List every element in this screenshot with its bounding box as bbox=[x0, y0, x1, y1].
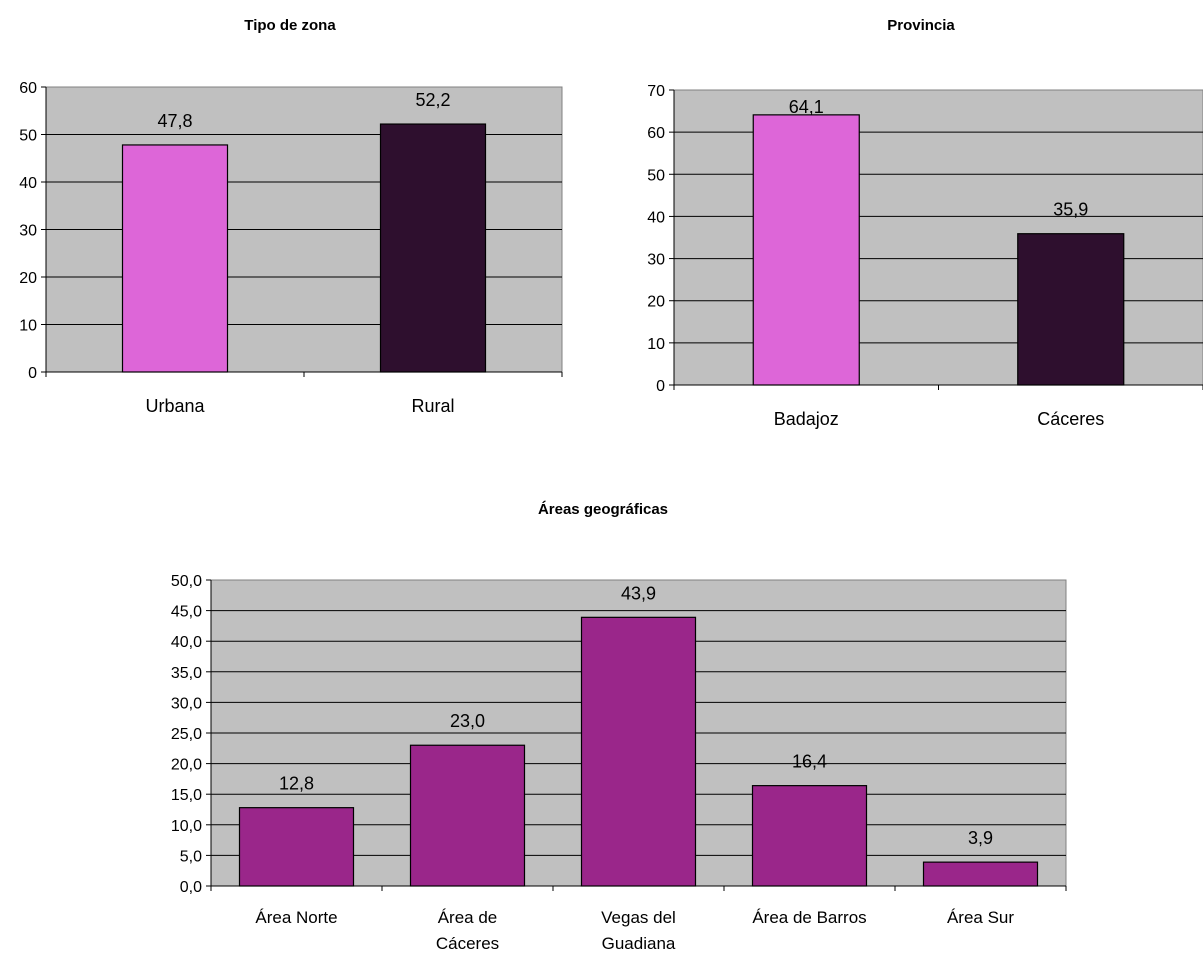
y-tick-label: 40 bbox=[19, 175, 37, 192]
data-label: 16,4 bbox=[792, 752, 827, 772]
data-label: 35,9 bbox=[1053, 200, 1088, 220]
x-category-label: Rural bbox=[411, 396, 454, 416]
y-tick-label: 60 bbox=[19, 80, 37, 97]
x-category-label: Área de Cáceres bbox=[436, 908, 499, 953]
chart-provincia: Provincia 0 10 20 30 40 50 60 70 64,1 Badajoz 35,9 C… bbox=[647, 17, 1203, 429]
data-label: 23,0 bbox=[450, 711, 485, 731]
chart-title: Provincia bbox=[887, 17, 955, 34]
y-tick-label: 70 bbox=[647, 83, 665, 100]
bar bbox=[238, 807, 355, 887]
y-tick-label: 0,0 bbox=[180, 879, 202, 896]
y-tick-label: 20 bbox=[19, 270, 37, 287]
y-tick-label: 50,0 bbox=[171, 573, 202, 590]
y-tick-label: 40 bbox=[647, 209, 665, 226]
x-category-label: Cáceres bbox=[1037, 409, 1104, 429]
y-tick-label: 25,0 bbox=[171, 726, 202, 743]
bar bbox=[751, 785, 868, 887]
bar bbox=[379, 123, 487, 373]
y-tick-label: 50 bbox=[19, 128, 37, 145]
y-tick-label: 20,0 bbox=[171, 757, 202, 774]
y-tick-label: 60 bbox=[647, 125, 665, 142]
chart-areas: Áreas geográficas 0,0 5,0 10,0 15,0 20,0 25,0 3… bbox=[171, 501, 1067, 953]
x-category-label: Área Norte bbox=[255, 908, 337, 927]
y-tick-label: 0 bbox=[28, 365, 37, 382]
bar bbox=[922, 861, 1039, 887]
data-label: 47,8 bbox=[157, 111, 192, 131]
y-tick-label: 30,0 bbox=[171, 695, 202, 712]
x-category-label: Área Sur bbox=[947, 908, 1014, 927]
y-tick-label: 15,0 bbox=[171, 787, 202, 804]
x-category-label: Vegas del Guadiana bbox=[601, 908, 676, 953]
bar bbox=[580, 616, 697, 887]
y-tick-label: 45,0 bbox=[171, 604, 202, 621]
bar bbox=[752, 114, 860, 386]
chart-title: Áreas geográficas bbox=[538, 501, 668, 518]
y-tick-label: 30 bbox=[647, 252, 665, 269]
x-category-label: Área de Barros bbox=[752, 908, 866, 927]
y-tick-label: 20 bbox=[647, 294, 665, 311]
data-label: 12,8 bbox=[279, 774, 314, 794]
y-tick-label: 10,0 bbox=[171, 818, 202, 835]
y-tick-label: 5,0 bbox=[180, 848, 202, 865]
x-category-label: Badajoz bbox=[774, 409, 839, 429]
bar bbox=[1017, 233, 1125, 386]
y-tick-label: 35,0 bbox=[171, 665, 202, 682]
y-tick-label: 0 bbox=[656, 378, 665, 395]
y-tick-label: 10 bbox=[647, 336, 665, 353]
chart-title: Tipo de zona bbox=[244, 17, 336, 34]
y-tick-label: 50 bbox=[647, 167, 665, 184]
data-label: 64,1 bbox=[789, 97, 824, 117]
x-category-label: Urbana bbox=[145, 396, 205, 416]
bar bbox=[409, 744, 526, 887]
y-tick-label: 10 bbox=[19, 318, 37, 335]
bar bbox=[121, 144, 229, 373]
data-label: 3,9 bbox=[968, 828, 993, 848]
chart-zona: Tipo de zona 0 10 20 30 40 50 60 47,8 Urbana 52,2 R… bbox=[19, 17, 563, 416]
y-tick-label: 40,0 bbox=[171, 634, 202, 651]
y-tick-label: 30 bbox=[19, 223, 37, 240]
data-label: 43,9 bbox=[621, 583, 656, 603]
data-label: 52,2 bbox=[415, 90, 450, 110]
